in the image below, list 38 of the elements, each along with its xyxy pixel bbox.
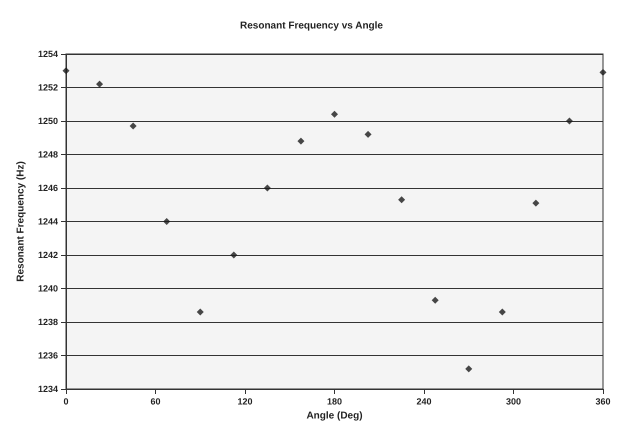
point xyxy=(297,138,304,145)
y-tick-label: 1238 xyxy=(38,317,58,327)
point xyxy=(196,308,204,316)
x-tick-label: 180 xyxy=(326,396,342,406)
point xyxy=(96,80,104,88)
point xyxy=(130,122,137,130)
y-tick-label: 1244 xyxy=(38,216,58,226)
point xyxy=(163,218,170,225)
y-axis-title: Resonant Frequency (Hz) xyxy=(16,161,26,282)
x-tick-label: 240 xyxy=(416,396,432,406)
y-tick-label: 1252 xyxy=(38,82,58,92)
y-tick-label: 1236 xyxy=(38,350,58,360)
x-tick-label: 120 xyxy=(237,396,253,406)
point xyxy=(498,308,506,316)
x-axis-title: Angle (Deg) xyxy=(306,410,363,422)
point xyxy=(364,130,372,138)
y-tick-label: 1240 xyxy=(38,284,58,294)
x-tick-label: 360 xyxy=(595,396,611,406)
point xyxy=(331,110,338,118)
point xyxy=(264,184,271,192)
point xyxy=(230,252,238,258)
point xyxy=(465,365,472,372)
chart-title: Resonant Frequency vs Angle xyxy=(240,20,384,32)
y-tick-label: 1248 xyxy=(38,150,58,160)
point xyxy=(600,68,606,76)
point xyxy=(566,118,573,124)
x-tick-label: 60 xyxy=(150,396,161,406)
point xyxy=(62,67,70,74)
y-tick-label: 1254 xyxy=(38,49,58,59)
point xyxy=(532,200,540,207)
point xyxy=(398,196,406,204)
x-tick-label: 0 xyxy=(63,396,69,406)
point xyxy=(432,296,439,304)
y-tick-label: 1234 xyxy=(38,384,58,394)
y-tick-label: 1242 xyxy=(38,250,58,260)
y-tick-label: 1250 xyxy=(38,116,58,126)
y-tick-label: 1246 xyxy=(38,183,58,193)
x-tick-label: 300 xyxy=(506,396,522,406)
